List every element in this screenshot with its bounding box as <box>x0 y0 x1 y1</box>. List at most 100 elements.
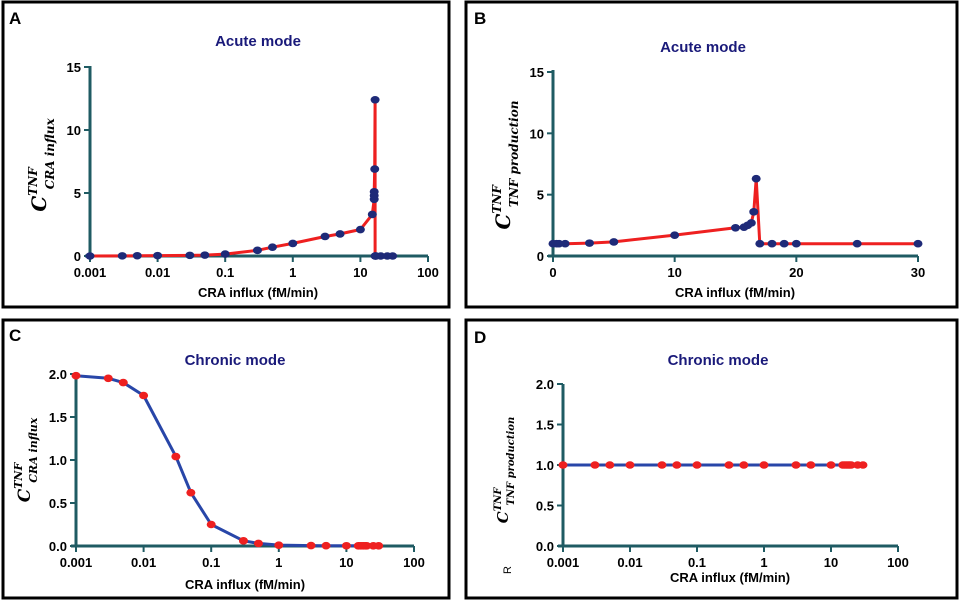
x-tick-label: 1 <box>275 555 282 570</box>
data-point <box>731 223 740 232</box>
data-point <box>388 252 398 260</box>
data-point <box>746 219 756 227</box>
data-point <box>806 461 816 469</box>
data-point <box>605 461 615 469</box>
data-point <box>267 243 277 251</box>
panel-a-xlabel: CRA influx (fM/min) <box>198 285 318 300</box>
data-point <box>759 461 769 469</box>
data-point <box>913 239 923 248</box>
y-tick-label: 0 <box>74 249 81 264</box>
panel-c-frame <box>1 318 451 600</box>
data-point <box>171 452 181 461</box>
y-tick-label: 1.5 <box>536 418 554 433</box>
y-tick-label: 0.0 <box>536 539 554 554</box>
y-tick-label: 15 <box>530 65 544 80</box>
panel-c-xlabel: CRA influx (fM/min) <box>185 577 305 592</box>
data-point <box>751 174 761 183</box>
y-tick-label: 1.5 <box>49 410 67 425</box>
panel-a-ylabel: CTNF CRA influx <box>26 118 57 212</box>
x-tick-label: 10 <box>667 265 681 280</box>
x-tick-label: 10 <box>339 555 353 570</box>
data-point <box>590 461 600 469</box>
data-point <box>306 541 316 550</box>
data-point <box>118 378 128 387</box>
x-tick-label: 0.1 <box>202 555 220 570</box>
data-point <box>186 488 196 497</box>
panel-d-plot: 0.0 0.5 1.0 1.5 2.0 0.001 0.01 0.1 1 10 100 <box>536 377 909 570</box>
panel-d-letter: D <box>474 328 486 347</box>
data-point <box>153 251 163 260</box>
y-tick-label: 5 <box>74 186 81 201</box>
x-tick-label: 10 <box>353 265 367 280</box>
panel-c-letter: C <box>9 326 21 345</box>
data-point <box>858 461 868 469</box>
data-point <box>852 239 862 248</box>
x-tick-label: 100 <box>887 555 909 570</box>
data-point <box>779 239 789 248</box>
data-point <box>274 541 284 549</box>
data-point <box>767 239 777 248</box>
data-point <box>355 225 365 234</box>
y-tick-label: 1.0 <box>536 458 554 473</box>
data-point <box>560 239 570 248</box>
data-point <box>71 371 81 380</box>
data-point <box>585 239 594 247</box>
data-point <box>791 239 801 248</box>
y-tick-label: 15 <box>67 60 81 75</box>
x-tick-label: 20 <box>789 265 803 280</box>
x-tick-label: 0.1 <box>688 555 706 570</box>
data-point <box>253 539 263 548</box>
series-line <box>89 98 393 258</box>
data-point <box>791 461 801 469</box>
data-point <box>558 461 568 469</box>
panel-c-plot: 0.0 0.5 1.0 1.5 2.0 0.001 0.01 0.1 1 10 100 <box>49 367 425 570</box>
data-point <box>625 461 635 469</box>
panel-c-title: Chronic mode <box>185 352 286 369</box>
data-point <box>657 461 667 469</box>
panel-d-stray-label: R <box>502 566 514 574</box>
data-point <box>139 391 149 400</box>
panel-b-plot: 0 5 10 15 0 10 20 30 <box>530 65 926 280</box>
data-point <box>755 239 765 248</box>
data-point <box>321 541 331 550</box>
x-tick-label: 1 <box>760 555 767 570</box>
panel-d-xlabel: CRA influx (fM/min) <box>670 570 790 585</box>
data-point <box>724 461 734 469</box>
x-tick-label: 0.001 <box>547 555 580 570</box>
data-point <box>132 251 142 260</box>
series-line <box>553 177 918 246</box>
x-tick-label: 0.01 <box>145 265 170 280</box>
y-tick-label: 1.0 <box>49 453 67 468</box>
panel-a-plot: 0 5 10 15 0.001 0.01 0.1 1 10 100 <box>67 60 439 280</box>
x-tick-label: 0 <box>549 265 556 280</box>
panel-c-ylabel: CTNF CRA influx <box>12 417 40 502</box>
panel-b-letter: B <box>474 9 486 28</box>
data-point <box>367 210 377 219</box>
y-tick-label: 0.0 <box>49 539 67 554</box>
y-tick-label: 10 <box>67 123 81 138</box>
x-tick-label: 0.01 <box>131 555 156 570</box>
panel-a-frame <box>1 0 451 309</box>
panel-b-ylabel: CTNF TNF production <box>490 101 521 230</box>
x-tick-label: 30 <box>911 265 925 280</box>
panel-a-letter: A <box>9 9 21 28</box>
data-point <box>374 542 384 550</box>
y-tick-label: 2.0 <box>49 367 67 382</box>
data-point <box>320 232 330 241</box>
data-point <box>117 252 127 260</box>
data-point <box>288 239 298 248</box>
data-point <box>220 250 230 258</box>
data-point <box>200 251 210 259</box>
x-tick-label: 1 <box>289 265 296 280</box>
data-point <box>670 231 680 239</box>
data-point <box>609 238 619 246</box>
data-point <box>672 461 682 469</box>
y-tick-label: 5 <box>537 188 544 203</box>
data-point <box>376 252 386 260</box>
series-line <box>75 374 379 548</box>
data-point <box>85 252 95 260</box>
